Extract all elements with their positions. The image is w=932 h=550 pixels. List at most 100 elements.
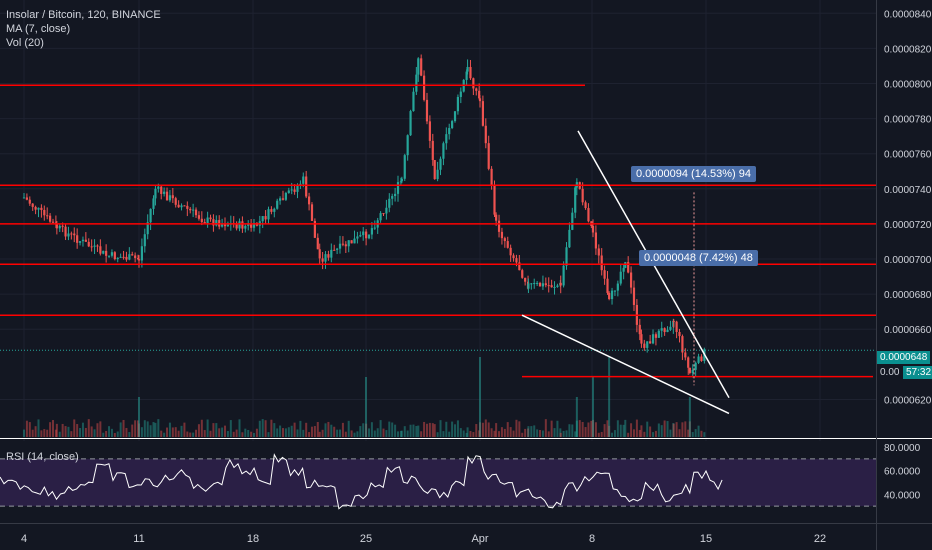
volume-bar — [52, 420, 54, 437]
volume-bar — [469, 430, 472, 437]
volume-bar — [200, 419, 203, 437]
volume-bar — [140, 427, 143, 437]
volume-bar — [547, 431, 550, 437]
volume-bar — [110, 428, 113, 437]
candle-body — [146, 222, 149, 235]
candle-body — [276, 200, 279, 209]
volume-bar — [146, 421, 149, 437]
candle-body — [433, 160, 436, 180]
candle-body — [194, 209, 198, 216]
volume-bar — [472, 432, 475, 437]
volume-bar — [663, 420, 666, 437]
candle-body — [562, 265, 565, 286]
candle-body — [338, 243, 342, 249]
price-tick-label: 0.0000720 — [884, 220, 932, 231]
volume-bar — [512, 430, 515, 437]
rsi-line — [0, 453, 723, 510]
volume-bar — [660, 425, 663, 437]
volume-bar — [49, 422, 52, 437]
volume-bar — [128, 432, 131, 437]
candle-body — [359, 235, 362, 237]
volume-bar — [79, 427, 82, 437]
ma-indicator-label[interactable]: MA (7, close) — [6, 23, 71, 35]
volume-bar — [180, 425, 183, 437]
volume-bar — [279, 425, 282, 437]
candle-body — [149, 208, 152, 223]
candle-body — [206, 217, 209, 224]
price-tick-label: 0.0000820 — [884, 44, 932, 55]
volume-bar — [459, 428, 462, 437]
volume-bar — [171, 427, 174, 437]
volume-bar — [415, 425, 418, 437]
time-tick-label: 8 — [589, 533, 595, 545]
volume-bar — [493, 430, 496, 437]
volume-bar — [247, 429, 250, 437]
volume-bar — [559, 432, 562, 437]
candle-body — [627, 262, 630, 273]
candle-body — [347, 240, 350, 247]
volume-bar — [515, 419, 518, 437]
volume-bar — [506, 422, 509, 437]
volume-bar — [687, 429, 690, 437]
rsi-indicator-label[interactable]: RSI (14, close) — [6, 451, 79, 463]
volume-bar — [521, 432, 524, 437]
candle-body — [281, 198, 285, 200]
candle-body — [157, 186, 160, 189]
candle-body — [490, 168, 493, 186]
volume-spike — [592, 377, 594, 437]
candle-body — [165, 191, 169, 201]
volume-bar — [368, 428, 370, 437]
candle-body — [591, 225, 595, 233]
volume-bar — [700, 430, 703, 437]
chart-title: Insolar / Bitcoin, 120, BINANCE — [6, 9, 161, 21]
volume-bar — [131, 424, 134, 437]
candle-body — [58, 225, 61, 229]
volume-bar — [157, 419, 160, 437]
candle-body — [197, 215, 201, 219]
volume-bar — [238, 419, 241, 437]
volume-bar — [166, 427, 169, 437]
volume-bar — [43, 429, 46, 437]
volume-bar — [565, 430, 568, 437]
volume-bar — [25, 420, 28, 437]
price-range-measure-lower[interactable]: 0.0000048 (7.42%) 48 — [639, 250, 758, 266]
volume-bar — [353, 432, 356, 437]
candle-body — [445, 134, 448, 144]
candle-body — [143, 234, 146, 247]
candle-body — [168, 195, 172, 201]
volume-bar — [253, 432, 255, 437]
candle-body — [559, 282, 562, 286]
time-tick-label: 22 — [814, 533, 826, 545]
volume-bar — [619, 424, 622, 437]
volume-bar — [273, 423, 276, 437]
volume-bar — [93, 429, 96, 437]
candle-body — [629, 272, 633, 288]
candle-body — [152, 198, 155, 209]
candle-body — [694, 362, 697, 370]
candle-body — [183, 205, 186, 207]
volume-bar — [203, 430, 206, 437]
volume-bar — [119, 422, 122, 437]
candle-body — [125, 256, 128, 260]
volume-spike — [138, 397, 140, 437]
volume-bar — [276, 428, 279, 437]
candle-body — [406, 135, 409, 156]
volume-bar — [250, 431, 253, 437]
volume-bar — [154, 422, 157, 437]
volume-bar — [594, 422, 597, 437]
volume-bar — [359, 426, 362, 437]
candle-body — [400, 178, 403, 182]
volume-bar — [657, 423, 660, 437]
time-tick-label: 25 — [360, 533, 372, 545]
candle-body — [524, 277, 527, 282]
volume-bar — [584, 427, 587, 437]
candle-body — [302, 176, 305, 184]
candle-body — [287, 190, 290, 193]
candle-body — [310, 204, 314, 221]
candle-body — [691, 369, 694, 373]
candle-body — [180, 205, 183, 208]
volume-indicator-label[interactable]: Vol (20) — [6, 37, 44, 49]
price-range-measure-upper[interactable]: 0.0000094 (14.53%) 94 — [631, 166, 756, 182]
volume-bar — [206, 419, 209, 437]
candle-body — [261, 216, 264, 222]
